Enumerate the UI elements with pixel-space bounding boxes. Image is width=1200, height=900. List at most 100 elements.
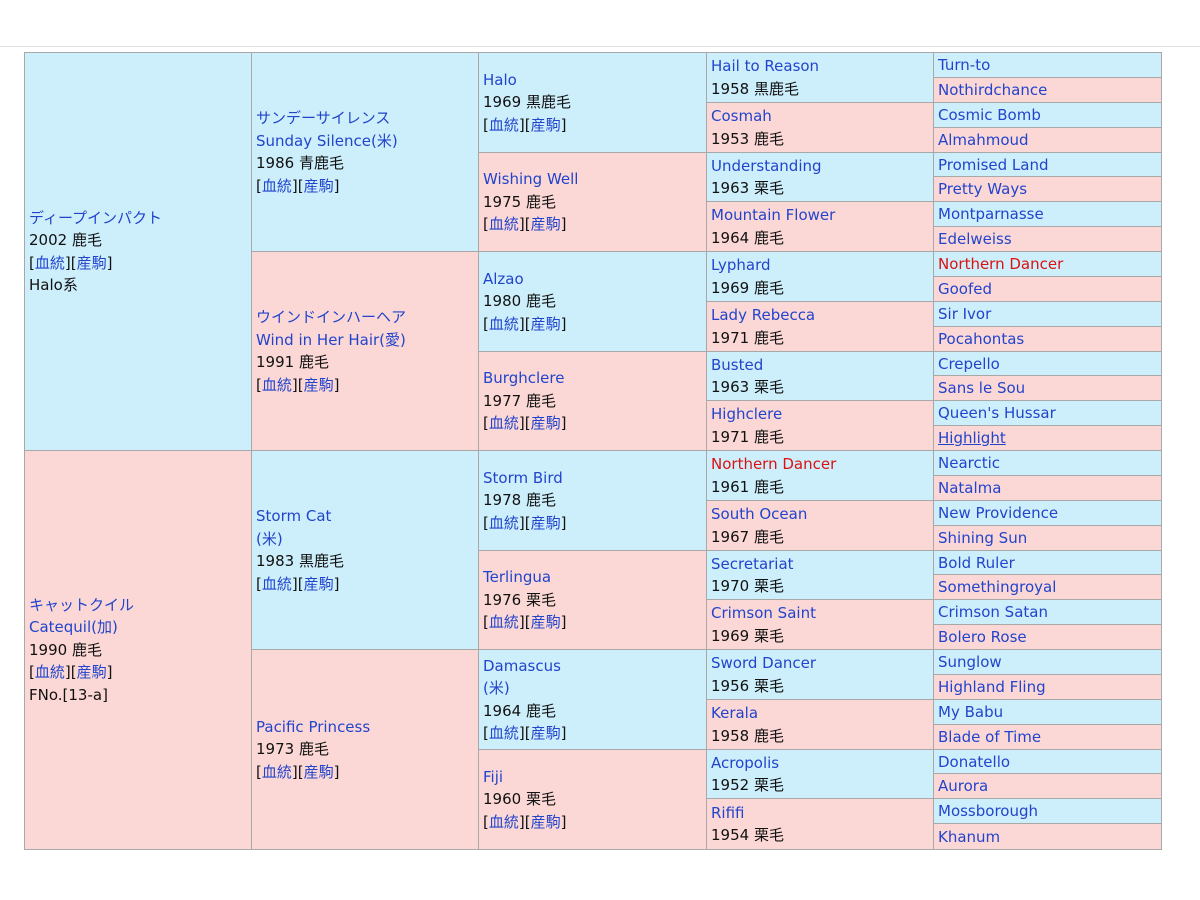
horse-name-link[interactable]: South Ocean [711, 505, 808, 523]
bloodline-link[interactable]: 血統 [488, 613, 519, 632]
bloodline-link[interactable]: 血統 [488, 115, 519, 134]
horse-name-link[interactable]: Highland Fling [938, 678, 1046, 696]
horse-links: [血統][産駒] [256, 761, 474, 784]
bloodline-link[interactable]: 血統 [34, 253, 65, 272]
bloodline-link[interactable]: 血統 [261, 375, 292, 394]
horse-name-link[interactable]: Northern Dancer [711, 455, 837, 473]
horse-name-link[interactable]: Halo [483, 70, 517, 89]
offspring-link[interactable]: 産駒 [530, 613, 561, 632]
horse-name-link[interactable]: Northern Dancer [938, 255, 1064, 273]
horse-name-link[interactable]: Bolero Rose [938, 628, 1027, 646]
horse-name-link[interactable]: Nothirdchance [938, 81, 1048, 99]
horse-name-link[interactable]: Catequil(加) [29, 618, 118, 637]
horse-name-link[interactable]: Crepello [938, 354, 1000, 373]
bloodline-link[interactable]: 血統 [488, 724, 519, 742]
offspring-link[interactable]: 産駒 [76, 253, 107, 272]
horse-name-link[interactable]: Donatello [938, 752, 1011, 771]
horse-name-link[interactable]: Pocahontas [938, 330, 1025, 348]
horse-name-link[interactable]: Rififi [711, 803, 745, 822]
horse-name-link[interactable]: Montparnasse [938, 205, 1044, 223]
horse-name-link[interactable]: Hail to Reason [711, 57, 820, 75]
horse-name-link[interactable]: Wishing Well [483, 170, 579, 189]
pedigree-table: ディープインパクト 2002 鹿毛 [血統][産駒] Halo系 キャットクイル Cate… [24, 52, 1162, 850]
bloodline-link[interactable]: 血統 [488, 414, 519, 433]
horse-name-link[interactable]: Burghclere [483, 369, 565, 388]
horse-name-link[interactable]: Somethingroyal [938, 578, 1057, 596]
bloodline-link[interactable]: 血統 [488, 314, 519, 333]
horse-name-link[interactable]: ディープインパクト [29, 208, 163, 227]
horse-year-color: 1964 鹿毛 [483, 701, 556, 720]
horse-name-link[interactable]: Khanum [938, 827, 1001, 846]
horse-name-link[interactable]: Mountain Flower [711, 206, 836, 224]
horse-name-link[interactable]: Promised Land [938, 155, 1049, 174]
horse-name-link[interactable]: Crimson Satan [938, 603, 1048, 621]
offspring-link[interactable]: 産駒 [530, 513, 561, 532]
horse-name-link[interactable]: Storm Cat [256, 507, 332, 525]
horse-name-link[interactable]: Edelweiss [938, 230, 1012, 248]
horse-name-link[interactable]: サンデーサイレンス [256, 109, 391, 127]
bloodline-link[interactable]: 血統 [261, 762, 292, 781]
horse-name-link[interactable]: New Providence [938, 504, 1059, 522]
horse-name-link[interactable]: Nearctic [938, 454, 1001, 472]
horse-name-link[interactable]: Crimson Saint [711, 604, 816, 622]
offspring-link[interactable]: 産駒 [303, 574, 334, 593]
horse-name-link[interactable]: Secretariat [711, 554, 794, 573]
horse-name-link[interactable]: Acropolis [711, 753, 780, 772]
horse-name-link[interactable]: My Babu [938, 703, 1004, 721]
bloodline-link[interactable]: 血統 [34, 663, 65, 682]
horse-name-link[interactable]: Fiji [483, 767, 504, 786]
horse-name-link[interactable]: Sword Dancer [711, 654, 817, 672]
horse-name-link[interactable]: Bold Ruler [938, 553, 1015, 572]
offspring-link[interactable]: 産駒 [303, 762, 334, 781]
bloodline-link[interactable]: 血統 [261, 574, 292, 593]
pedigree-cell: Nothirdchance [934, 78, 1161, 103]
horse-name-link[interactable]: Pacific Princess [256, 717, 371, 736]
horse-name-link[interactable]: Alzao [483, 269, 524, 288]
offspring-link[interactable]: 産駒 [530, 414, 561, 433]
horse-name-link[interactable]: Highclere [711, 405, 783, 423]
bloodline-link[interactable]: 血統 [488, 215, 519, 234]
offspring-link[interactable]: 産駒 [530, 115, 561, 134]
horse-name-link[interactable]: Busted [711, 355, 764, 374]
horse-name-link[interactable]: Turn-to [938, 56, 991, 74]
horse-name-link[interactable]: Wind in Her Hair(愛) [256, 330, 406, 349]
offspring-link[interactable]: 産駒 [530, 215, 561, 234]
bloodline-link[interactable]: 血統 [488, 513, 519, 532]
horse-name-link[interactable]: Understanding [711, 156, 822, 175]
horse-name-link[interactable]: Queen's Hussar [938, 404, 1056, 422]
bloodline-link[interactable]: 血統 [488, 812, 519, 831]
horse-name-link[interactable]: Cosmah [711, 107, 772, 125]
offspring-link[interactable]: 産駒 [530, 724, 561, 742]
offspring-link[interactable]: 産駒 [530, 812, 561, 831]
horse-name-link[interactable]: Highlight [938, 429, 1006, 447]
horse-name-link[interactable]: Almahmoud [938, 131, 1029, 149]
offspring-link[interactable]: 産駒 [303, 375, 334, 394]
horse-name-link[interactable]: Kerala [711, 704, 759, 722]
horse-name-link[interactable]: Cosmic Bomb [938, 106, 1041, 124]
horse-name-link[interactable]: Mossborough [938, 802, 1038, 820]
horse-name-link[interactable]: Sir Ivor [938, 305, 992, 323]
horse-name-link[interactable]: Natalma [938, 479, 1002, 497]
horse-name-link[interactable]: Shining Sun [938, 529, 1028, 547]
horse-name-link[interactable]: Sans le Sou [938, 379, 1026, 397]
horse-name-link[interactable]: Storm Bird [483, 468, 563, 487]
offspring-link[interactable]: 産駒 [303, 176, 334, 195]
horse-name-link[interactable]: Sunglow [938, 653, 1002, 671]
horse-name-link[interactable]: Terlingua [483, 568, 552, 587]
horse-name-link[interactable]: キャットクイル [29, 595, 135, 614]
horse-name-link[interactable]: (米) [483, 679, 510, 697]
horse-name-link[interactable]: Damascus [483, 656, 561, 675]
horse-name-link[interactable]: Lady Rebecca [711, 306, 816, 324]
horse-name-link[interactable]: Sunday Silence(米) [256, 131, 398, 150]
bloodline-link[interactable]: 血統 [261, 176, 292, 195]
horse-name-link[interactable]: Goofed [938, 280, 993, 298]
horse-name-link[interactable]: ウインドインハーヘア [256, 308, 407, 326]
horse-name-link[interactable]: Pretty Ways [938, 180, 1028, 198]
horse-name-link[interactable]: Blade of Time [938, 728, 1042, 746]
pedigree-cell: Northern Dancer [934, 252, 1161, 277]
horse-name-link[interactable]: Lyphard [711, 256, 771, 274]
offspring-link[interactable]: 産駒 [76, 663, 107, 682]
horse-name-link[interactable]: (米) [256, 529, 283, 548]
horse-name-link[interactable]: Aurora [938, 777, 989, 795]
offspring-link[interactable]: 産駒 [530, 314, 561, 333]
